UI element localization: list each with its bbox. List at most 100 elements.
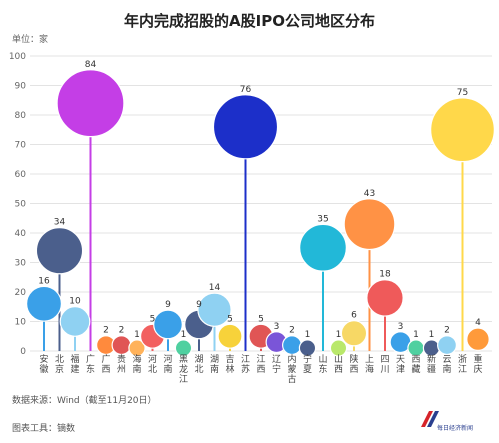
y-tick-label: 20 (15, 288, 27, 298)
bubble (366, 279, 404, 317)
value-label: 4 (475, 318, 481, 328)
svg-text:广: 广 (86, 353, 95, 365)
bubble (59, 306, 91, 337)
svg-text:西: 西 (411, 354, 420, 365)
bubble (153, 309, 183, 340)
svg-text:南: 南 (442, 363, 451, 375)
svg-text:州: 州 (117, 364, 126, 375)
x-tick-label: 内蒙古 (287, 353, 296, 385)
svg-text:湖: 湖 (210, 354, 219, 365)
svg-text:建: 建 (70, 363, 79, 375)
svg-text:四: 四 (380, 355, 389, 365)
x-tick-label: 山东 (318, 354, 327, 375)
svg-text:林: 林 (225, 363, 234, 375)
y-tick-label: 60 (15, 170, 27, 180)
bubble (298, 339, 317, 357)
bubble (422, 339, 441, 357)
svg-text:重: 重 (473, 353, 482, 365)
svg-text:湖: 湖 (194, 354, 203, 365)
svg-text:浙: 浙 (458, 353, 467, 365)
svg-text:南: 南 (210, 363, 219, 375)
svg-text:苏: 苏 (241, 363, 250, 375)
svg-text:藏: 藏 (411, 363, 420, 375)
y-tick-label: 100 (9, 52, 26, 62)
x-tick-label: 安徽 (39, 353, 48, 375)
value-label: 9 (196, 300, 202, 310)
svg-text:南: 南 (132, 363, 141, 375)
value-label: 3 (398, 322, 404, 332)
x-tick-label: 江苏 (241, 354, 250, 375)
bubble (437, 335, 457, 356)
svg-text:西: 西 (101, 364, 110, 375)
svg-text:东: 东 (318, 363, 327, 375)
svg-text:庆: 庆 (473, 363, 482, 375)
svg-text:天: 天 (396, 355, 405, 365)
x-tick-label: 河北 (148, 353, 157, 375)
bubble (466, 327, 490, 351)
value-label: 16 (38, 276, 50, 286)
value-label: 84 (85, 60, 97, 70)
x-tick-label: 广西 (101, 353, 110, 375)
y-tick-label: 90 (15, 82, 27, 92)
y-tick-label: 10 (15, 318, 27, 328)
value-label: 1 (181, 330, 187, 340)
svg-text:南: 南 (163, 363, 172, 375)
y-tick-label: 80 (15, 111, 27, 121)
x-tick-label: 西藏 (411, 354, 420, 375)
bubble (197, 292, 232, 327)
svg-text:津: 津 (396, 364, 405, 375)
logo: 每日经济新闻 (419, 407, 489, 435)
svg-text:江: 江 (179, 374, 188, 385)
x-tick-label: 山西 (334, 354, 343, 375)
svg-text:福: 福 (70, 353, 79, 365)
bubble (430, 97, 495, 163)
svg-text:黑: 黑 (179, 354, 188, 365)
svg-text:夏: 夏 (303, 364, 312, 375)
svg-text:内: 内 (287, 353, 296, 365)
svg-text:山: 山 (318, 354, 327, 365)
bubble (329, 339, 348, 357)
y-tick-label: 70 (15, 141, 27, 151)
value-label: 3 (274, 322, 280, 332)
svg-text:西: 西 (334, 364, 343, 375)
svg-text:上: 上 (365, 354, 374, 365)
svg-text:河: 河 (148, 353, 157, 365)
value-label: 2 (444, 326, 450, 336)
svg-text:西: 西 (349, 364, 358, 375)
x-tick-label: 黑龙江 (179, 354, 188, 385)
svg-text:京: 京 (55, 363, 64, 375)
x-tick-label: 河南 (163, 353, 172, 375)
x-tick-label: 北京 (55, 354, 64, 375)
svg-text:徽: 徽 (39, 363, 48, 375)
x-tick-label: 浙江 (458, 353, 467, 375)
svg-text:海: 海 (132, 353, 141, 365)
value-label: 1 (429, 330, 435, 340)
svg-text:宁: 宁 (303, 353, 312, 365)
bubble (174, 339, 193, 357)
x-tick-label: 天津 (396, 355, 405, 375)
svg-text:龙: 龙 (179, 363, 188, 375)
x-tick-label: 湖北 (194, 354, 203, 375)
value-label: 5 (258, 314, 264, 324)
svg-text:江: 江 (256, 354, 265, 365)
value-label: 9 (165, 300, 171, 310)
value-label: 6 (351, 311, 357, 321)
x-tick-label: 江西 (256, 354, 265, 375)
svg-text:江: 江 (458, 364, 467, 375)
logo-text: 每日经济新闻 (437, 425, 474, 432)
svg-text:古: 古 (287, 373, 296, 385)
value-label: 1 (134, 330, 140, 340)
x-tick-label: 上海 (365, 354, 374, 375)
y-tick-label: 0 (20, 347, 26, 357)
svg-text:吉: 吉 (225, 354, 234, 365)
bubble (407, 339, 425, 357)
value-label: 1 (336, 330, 342, 340)
svg-text:蒙: 蒙 (287, 363, 296, 375)
svg-text:疆: 疆 (427, 364, 436, 375)
logo-icon (421, 411, 439, 427)
bubble (26, 285, 62, 322)
x-tick-label: 辽宁 (272, 354, 281, 375)
svg-text:安: 安 (39, 353, 48, 365)
value-label: 75 (457, 88, 468, 98)
